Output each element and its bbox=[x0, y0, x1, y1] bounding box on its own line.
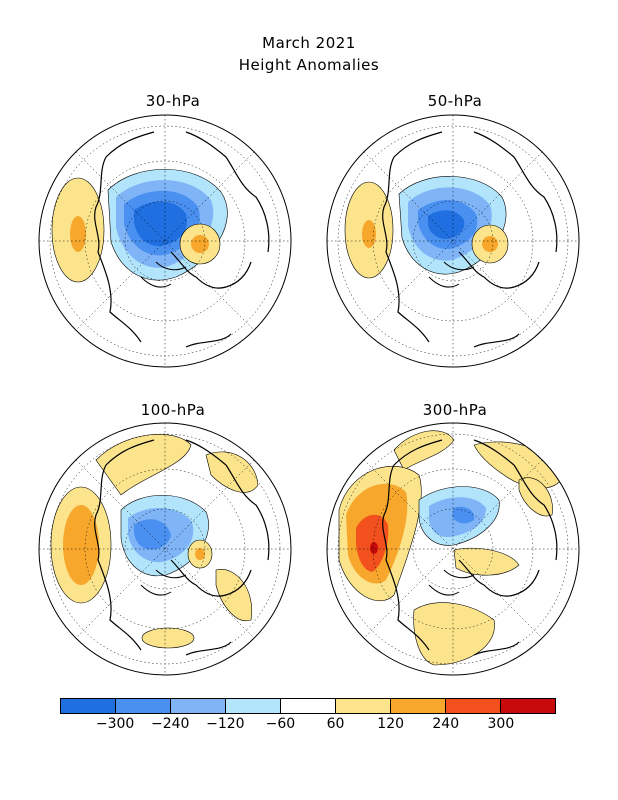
colorbar-tick-label: −120 bbox=[206, 716, 245, 732]
panel-label-300hpa: 300-hPa bbox=[422, 401, 488, 419]
map-50hpa bbox=[326, 114, 580, 368]
colorbar-swatch bbox=[446, 699, 501, 713]
colorbar-tick-label: −60 bbox=[265, 716, 296, 732]
colorbar-swatch bbox=[61, 699, 116, 713]
colorbar-swatch bbox=[336, 699, 391, 713]
colorbar-swatch bbox=[226, 699, 281, 713]
panel-label-30hpa: 30-hPa bbox=[145, 92, 201, 110]
colorbar-tick-label: 120 bbox=[377, 716, 405, 732]
colorbar-swatch bbox=[501, 699, 555, 713]
panel-label-100hpa: 100-hPa bbox=[140, 401, 206, 419]
map-100hpa bbox=[38, 422, 292, 676]
colorbar-tick-label: 60 bbox=[326, 716, 345, 732]
colorbar-swatch bbox=[116, 699, 171, 713]
map-30hpa bbox=[38, 114, 292, 368]
colorbar-tick-label: −300 bbox=[95, 716, 135, 732]
colorbar-swatch bbox=[171, 699, 226, 713]
figure-title: March 2021 bbox=[262, 34, 356, 52]
colorbar-tick-label: 240 bbox=[432, 716, 460, 732]
figure-subtitle: Height Anomalies bbox=[238, 56, 380, 74]
colorbar bbox=[60, 698, 556, 714]
panel-label-50hpa: 50-hPa bbox=[427, 92, 483, 110]
map-300hpa bbox=[326, 422, 580, 676]
colorbar-swatch bbox=[281, 699, 336, 713]
colorbar-tick-label: 300 bbox=[487, 716, 515, 732]
colorbar-swatch bbox=[391, 699, 446, 713]
colorbar-tick-label: −240 bbox=[150, 716, 190, 732]
